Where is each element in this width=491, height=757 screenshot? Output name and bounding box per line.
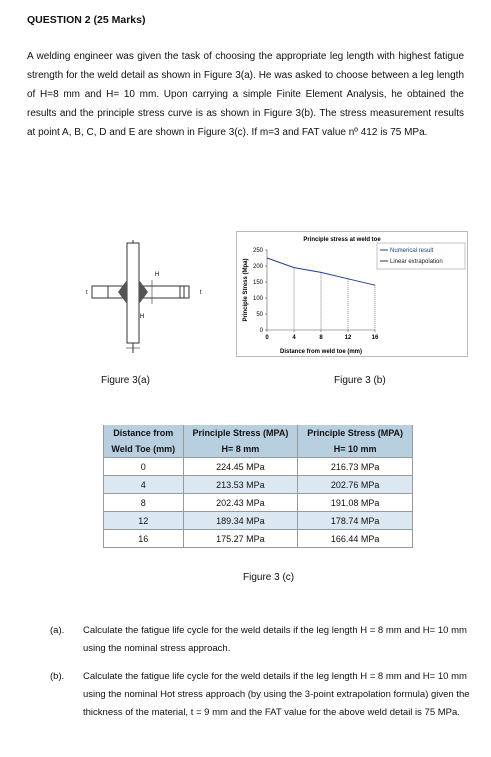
header-cell: Distance from: [103, 425, 184, 441]
y-tick-label: 0: [260, 328, 264, 334]
figure-3a: t H H t: [86, 240, 202, 353]
question-text: Calculate the fatigue life cycle for the…: [83, 671, 470, 718]
stress-table: Distance from Principle Stress (MPA) Princ…: [103, 425, 413, 548]
table-row: 4 213.53 MPa 202.76 MPa: [103, 475, 413, 494]
table-cell: 189.34 MPa: [182, 511, 299, 530]
table-cell: 16: [103, 529, 184, 548]
header-cell: Weld Toe (mm): [103, 441, 184, 458]
intro-paragraph: A welding engineer was given the task of…: [27, 51, 464, 138]
table-row: 12 189.34 MPa 178.74 MPa: [103, 511, 413, 530]
header-cell: H= 8 mm: [182, 441, 299, 458]
x-tick-label: 0: [265, 335, 269, 341]
table-row: 8 202.43 MPa 191.08 MPa: [103, 493, 413, 512]
header-row: Distance from Principle Stress (MPA) Princ…: [103, 425, 413, 441]
header-cell: Principle Stress (MPA): [297, 425, 413, 441]
y-axis-label: Principle Stress (Mpa): [243, 258, 249, 321]
y-tick-label: 150: [253, 280, 264, 286]
table-row: 0 224.45 MPa 216.73 MPa: [103, 457, 413, 476]
table-cell: 216.73 MPa: [297, 457, 413, 476]
table-cell: 166.44 MPa: [297, 529, 413, 548]
question-title: QUESTION 2 (25 Marks): [27, 14, 146, 26]
x-tick-label: 8: [319, 335, 323, 341]
y-tick-label: 200: [253, 264, 264, 270]
legend-label: Linear extrapolation: [390, 259, 443, 265]
table-cell: 8: [103, 493, 184, 512]
chart: Principle stress at weld toe Distance fro…: [236, 231, 468, 357]
y-tick-label: 100: [253, 296, 264, 302]
figure-caption: Figure 3 (b): [334, 375, 386, 386]
table-cell: 202.43 MPa: [182, 493, 299, 512]
header-cell: Principle Stress (MPA): [182, 425, 299, 441]
figure-caption: Figure 3 (c): [243, 572, 295, 583]
table-cell: 0: [103, 457, 184, 476]
x-axis-label: Distance from weld toe (mm): [280, 349, 362, 355]
dimension-label: t: [200, 290, 202, 296]
question-label: (a).: [50, 625, 65, 636]
legend-label: Numerical result: [390, 248, 434, 254]
figure-caption: Figure 3(a): [101, 375, 150, 386]
legend-box: [376, 242, 466, 270]
x-tick-label: 12: [345, 335, 352, 341]
table-cell: 213.53 MPa: [182, 475, 299, 494]
y-tick-label: 250: [253, 248, 264, 254]
table-cell: 4: [103, 475, 184, 494]
x-tick-label: 4: [292, 335, 296, 341]
table-cell: 202.76 MPa: [297, 475, 413, 494]
dimension-label: t: [86, 290, 88, 296]
question: (b). Calculate the fatigue life cycle for…: [50, 668, 470, 722]
data-line: [266, 257, 376, 286]
chart-title: Principle stress at weld toe: [303, 237, 381, 243]
question-text: Calculate the fatigue life cycle for the…: [83, 625, 467, 654]
table-cell: 12: [103, 511, 184, 530]
table-cell: 175.27 MPa: [182, 529, 299, 548]
table-cell: 224.45 MPa: [182, 457, 299, 476]
dimension-label: H: [140, 314, 144, 320]
header-row: Weld Toe (mm) H= 8 mm H= 10 mm: [103, 441, 413, 458]
table-cell: 178.74 MPa: [297, 511, 413, 530]
question-label: (b).: [50, 671, 65, 682]
question: (a). Calculate the fatigue life cycle for…: [50, 622, 470, 658]
dimension-label: H: [155, 272, 159, 278]
x-tick-label: 16: [372, 335, 379, 341]
y-tick-label: 50: [256, 312, 263, 318]
table-row: 16 175.27 MPa 166.44 MPa: [103, 529, 413, 548]
table-cell: 191.08 MPa: [297, 493, 413, 512]
header-cell: H= 10 mm: [297, 441, 413, 458]
